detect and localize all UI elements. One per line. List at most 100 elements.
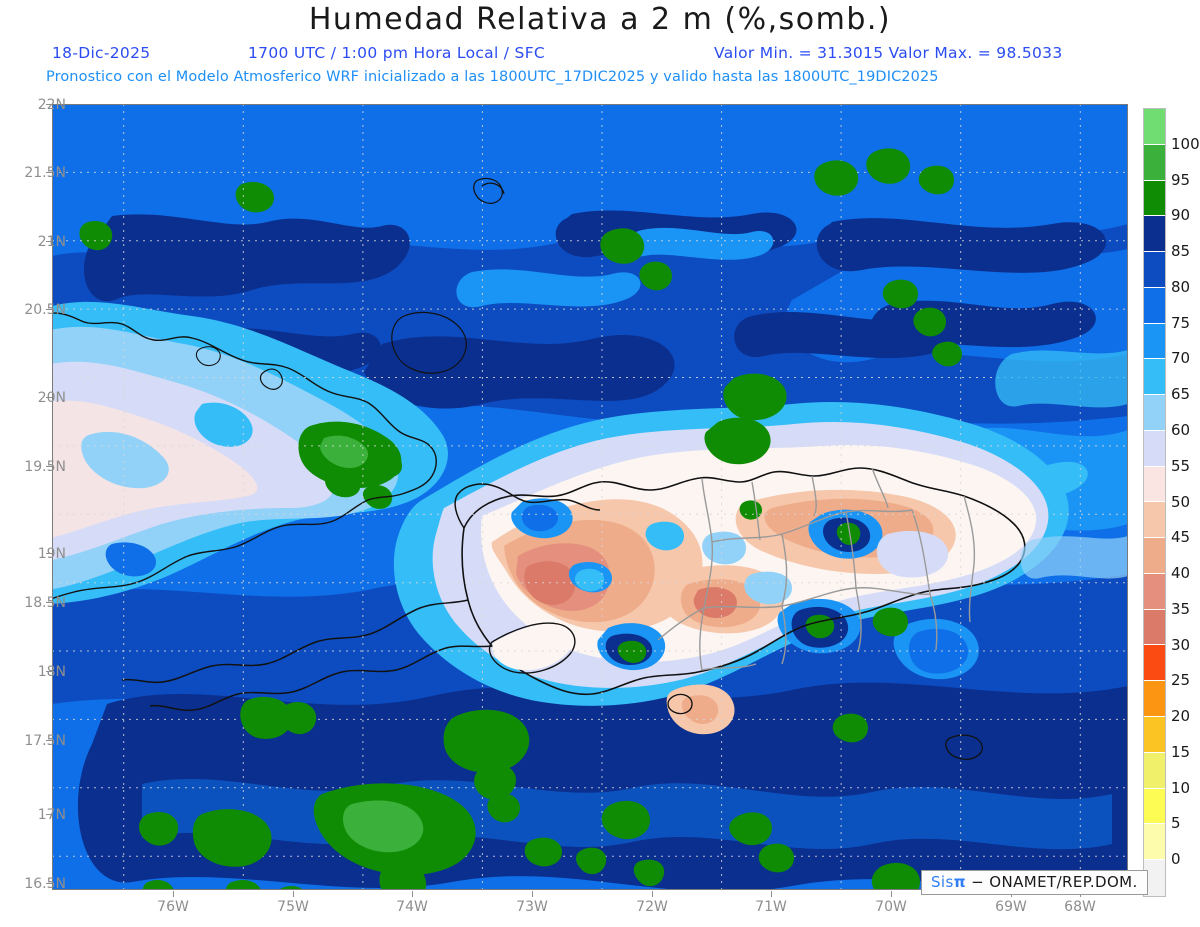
ile-de-la-gonave [488,622,576,674]
colorbar-band [1144,502,1165,539]
colorbar-band [1144,180,1165,217]
x-tick-mark [532,891,533,897]
colorbar-tick-label: 0 [1171,850,1181,869]
haiti-north-peninsula [454,483,601,529]
colorbar-band [1144,538,1165,574]
y-tick-mark [46,883,52,884]
colorbar-tick-label: 55 [1171,456,1191,475]
x-tick-label: 74W [396,899,428,915]
colorbar-tick-label: 35 [1171,599,1191,618]
x-tick-label: 73W [516,899,548,915]
colorbar-band [1144,430,1165,467]
y-tick-mark [46,397,52,398]
colorbar-tick-label: 25 [1171,671,1191,690]
page-title: Humedad Relativa a 2 m (%,somb.) [308,2,892,37]
y-tick-mark [46,172,52,173]
x-tick-label: 72W [636,899,668,915]
x-tick-label: 76W [157,899,189,915]
colorbar-tick-label: 50 [1171,492,1191,511]
forecast-date: 18-Dic-2025 [52,44,151,62]
y-tick-label: 17.5N [24,733,66,749]
colorbar-tick-label: 45 [1171,528,1191,547]
high-humidity-green-patches [139,148,962,890]
cuba-fill [52,181,448,604]
y-tick-label: 19N [37,546,66,562]
colorbar-tick-label: 90 [1171,206,1191,225]
colorbar-band [1144,609,1165,646]
colorbar [1143,108,1166,897]
y-tick-label: 22N [37,97,66,113]
cuba-bay-detail [259,368,283,390]
hispaniola-fill [393,402,1069,735]
colorbar-tick-label: 75 [1171,313,1191,332]
x-tick-mark [293,891,294,897]
rh-contour-plot [52,104,1128,890]
y-tick-mark [46,814,52,815]
attribution-badge: Sisπ − ONAMET/REP.DOM. [921,870,1148,895]
colorbar-band [1144,645,1165,682]
x-tick-label: 75W [277,899,309,915]
gonave-fill [492,625,572,671]
colorbar-band [1144,824,1165,861]
colorbar-tick-label: 30 [1171,635,1191,654]
x-tick-label: 69W [995,899,1027,915]
y-tick-label: 16.5N [24,876,66,892]
y-tick-label: 20.5N [24,302,66,318]
sis-logo-text: Sis [931,873,954,891]
y-tick-label: 18N [37,664,66,680]
x-tick-mark [891,891,892,897]
weather-map-canvas [52,104,1128,890]
x-tick-label: 71W [755,899,787,915]
y-tick-label: 19.5N [24,459,66,475]
y-tick-mark [46,553,52,554]
y-tick-label: 18.5N [24,595,66,611]
island-small-3 [481,182,505,195]
attribution-text: − ONAMET/REP.DOM. [971,873,1138,891]
x-tick-label: 70W [875,899,907,915]
dr-province-borders [657,467,976,671]
x-tick-mark [771,891,772,897]
colorbar-band [1144,752,1165,789]
y-tick-mark [46,241,52,242]
colorbar-band [1144,717,1165,753]
y-tick-mark [46,740,52,741]
colorbar-tick-label: 5 [1171,814,1181,833]
colorbar-band [1144,109,1165,145]
colorbar-band [1144,323,1165,360]
colorbar-tick-label: 95 [1171,170,1191,189]
colorbar-band [1144,573,1165,610]
model-description: Pronostico con el Modelo Atmosferico WRF… [46,69,939,85]
cuba-inlet [195,346,221,367]
haiti-south-peninsula [149,645,493,712]
y-tick-mark [46,309,52,310]
x-tick-label: 68W [1064,899,1096,915]
colorbar-tick-label: 20 [1171,707,1191,726]
isla-saona [945,734,983,760]
colorbar-band [1144,359,1165,396]
colorbar-band [1144,860,1165,896]
colorbar-tick-label: 70 [1171,349,1191,368]
island-small-1 [391,311,467,374]
island-small-2 [473,177,503,204]
x-tick-mark [412,891,413,897]
colorbar-tick-label: 80 [1171,277,1191,296]
colorbar-tick-label: 85 [1171,242,1191,261]
colorbar-band [1144,788,1165,825]
pi-icon: π [953,873,966,891]
y-tick-mark [46,104,52,105]
colorbar-band [1144,466,1165,503]
colorbar-tick-label: 10 [1171,778,1191,797]
x-tick-mark [173,891,174,897]
colorbar-band [1144,216,1165,253]
colorbar-tick-label: 40 [1171,564,1191,583]
colorbar-tick-label: 60 [1171,420,1191,439]
y-tick-label: 21N [37,234,66,250]
y-tick-mark [46,602,52,603]
colorbar-band [1144,681,1165,718]
colorbar-band [1144,144,1165,181]
forecast-time: 1700 UTC / 1:00 pm Hora Local / SFC [248,44,546,62]
value-min-max: Valor Min. = 31.3015 Valor Max. = 98.503… [714,44,1063,62]
haiti-south-peninsula-south [121,599,469,684]
y-tick-mark [46,671,52,672]
